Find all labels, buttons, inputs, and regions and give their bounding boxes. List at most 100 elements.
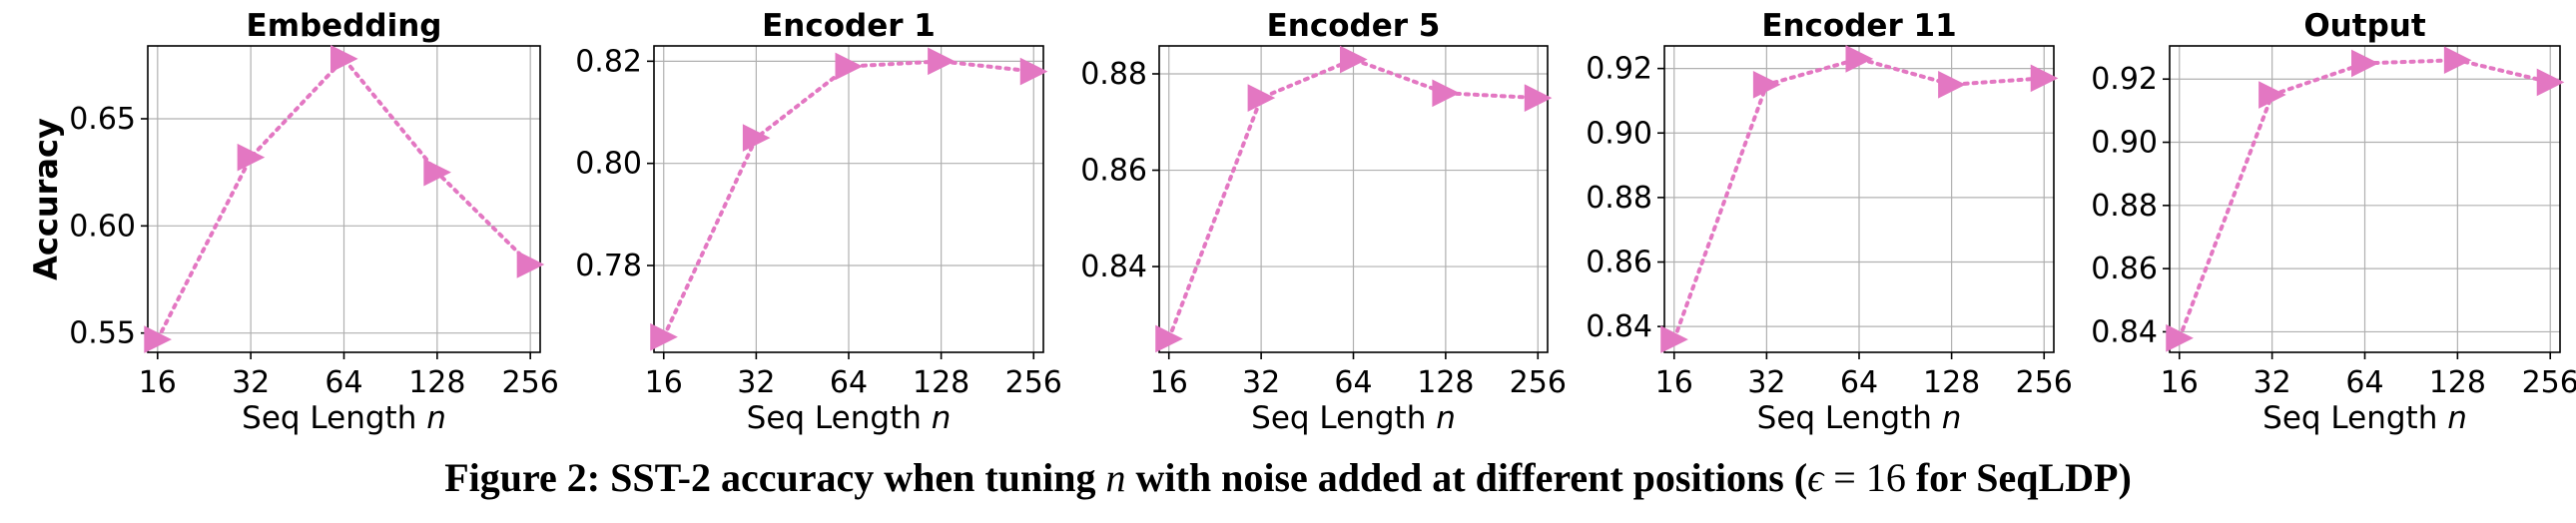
panel-title: Encoder 1	[762, 8, 936, 44]
caption-text-a: SST-2 accuracy when tuning	[610, 455, 1096, 500]
y-tick-label: 0.90	[1586, 116, 1652, 151]
x-axis-label-variable: n	[2447, 400, 2467, 436]
caption-equals: =	[1833, 455, 1856, 500]
x-tick-label: 64	[1840, 365, 1878, 400]
data-point-marker	[1660, 325, 1688, 353]
y-tick-label: 0.86	[1080, 154, 1147, 189]
data-point-marker	[2030, 64, 2059, 93]
data-point-marker	[1524, 84, 1553, 112]
chart-panel: 16 32 64 128 256 0.84 0.86 0.88 0.90 0.92 Encoder …	[1586, 8, 2073, 436]
y-tick-label: 0.88	[2091, 189, 2158, 224]
y-tick-label: 0.86	[2091, 252, 2158, 286]
x-tick-label: 16	[139, 365, 177, 400]
data-point-marker	[1938, 70, 1966, 99]
y-tick-label: 0.84	[1080, 250, 1147, 284]
y-tick-label: 0.86	[1586, 246, 1652, 280]
x-tick-label: 32	[1242, 365, 1280, 400]
data-point-marker	[2443, 46, 2472, 75]
data-point-marker	[2351, 49, 2379, 78]
x-tick-label: 128	[1923, 365, 1980, 400]
x-tick-label: 256	[1005, 365, 1062, 400]
x-tick-label: 64	[324, 365, 362, 400]
y-tick-label: 0.88	[1586, 181, 1652, 216]
x-tick-label: 128	[1417, 365, 1474, 400]
y-tick-label: 0.65	[69, 102, 136, 137]
x-axis-label-text: Seq Length	[1251, 400, 1436, 436]
chart-panel: 16 32 64 128 256 0.84 0.86 0.88 Encoder 5 Seq Len…	[1080, 8, 1567, 436]
x-tick-label: 64	[2345, 365, 2383, 400]
x-axis-label-text: Seq Length	[1757, 400, 1942, 436]
x-tick-label: 256	[2522, 365, 2576, 400]
figure-caption: Figure 2: SST-2 accuracy when tuning n w…	[0, 454, 2576, 501]
y-tick-label: 0.90	[2091, 126, 2158, 161]
x-axis-label-variable: n	[1436, 400, 1456, 436]
y-tick-label: 0.55	[69, 316, 136, 351]
x-tick-label: 16	[645, 365, 683, 400]
caption-epsilon: ϵ	[1807, 455, 1824, 500]
y-tick-label: 0.84	[2091, 314, 2158, 349]
x-axis-label: Seq Length n	[242, 400, 446, 436]
data-point-marker	[2258, 81, 2286, 109]
x-axis-label: Seq Length n	[2262, 400, 2467, 436]
x-tick-label: 256	[502, 365, 559, 400]
x-tick-label: 128	[2429, 365, 2486, 400]
data-point-marker	[1019, 57, 1048, 86]
data-point-marker	[928, 47, 956, 76]
x-axis-label-text: Seq Length	[242, 400, 426, 436]
data-point-marker	[1752, 70, 1781, 99]
chart-panel: 16 32 64 128 256 0.55 0.60 0.65 Embedding Seq Len…	[27, 8, 559, 436]
x-tick-label: 32	[1747, 365, 1785, 400]
data-point-marker	[423, 158, 451, 187]
figure-canvas: 16 32 64 128 256 0.55 0.60 0.65 Embedding Seq Len…	[27, 8, 2576, 436]
data-point-marker	[516, 251, 545, 278]
data-point-marker	[1845, 45, 1874, 73]
caption-var-n: n	[1105, 455, 1126, 500]
x-tick-label: 64	[1334, 365, 1372, 400]
x-axis-label-variable: n	[1942, 400, 1962, 436]
caption-label: Figure 2:	[444, 455, 601, 500]
x-tick-label: 16	[2161, 365, 2199, 400]
data-point-marker	[2166, 323, 2194, 352]
x-tick-label: 128	[408, 365, 465, 400]
data-point-marker	[237, 143, 266, 172]
chart-panel: 16 32 64 128 256 0.78 0.80 0.82 Encoder 1 Seq Len…	[575, 8, 1062, 436]
panel-title: Encoder 11	[1761, 8, 1956, 44]
y-tick-label: 0.84	[1586, 309, 1652, 344]
x-axis-label-text: Seq Length	[747, 400, 932, 436]
x-tick-label: 256	[1510, 365, 1567, 400]
x-axis-label-text: Seq Length	[2262, 400, 2447, 436]
data-point-marker	[1155, 324, 1183, 353]
data-point-marker	[144, 325, 172, 353]
caption-text-b: with noise added at different positions …	[1135, 455, 1808, 500]
x-axis-label: Seq Length n	[1251, 400, 1456, 436]
caption-text-c: for SeqLDP)	[1915, 455, 2132, 500]
data-point-marker	[1340, 45, 1368, 74]
x-tick-label: 64	[830, 365, 868, 400]
panel-title: Encoder 5	[1267, 8, 1441, 44]
data-point-marker	[1432, 79, 1461, 108]
y-tick-label: 0.82	[575, 44, 642, 79]
y-tick-label: 0.60	[69, 209, 136, 244]
x-tick-label: 16	[1655, 365, 1693, 400]
x-axis-label: Seq Length n	[747, 400, 952, 436]
data-point-marker	[742, 124, 771, 152]
panel-title: Output	[2303, 8, 2426, 44]
x-tick-label: 256	[2016, 365, 2073, 400]
data-point-marker	[650, 322, 678, 351]
data-point-marker	[2536, 68, 2565, 97]
y-tick-label: 0.92	[1586, 52, 1652, 87]
caption-eps-value: 16	[1865, 455, 1906, 500]
x-axis-label-variable: n	[426, 400, 446, 436]
data-point-marker	[1247, 84, 1276, 112]
x-tick-label: 16	[1150, 365, 1188, 400]
x-tick-label: 32	[232, 365, 270, 400]
x-axis-label: Seq Length n	[1757, 400, 1962, 436]
chart-panel: 16 32 64 128 256 0.84 0.86 0.88 0.90 0.92 Output Se…	[2091, 8, 2576, 436]
x-tick-label: 128	[913, 365, 969, 400]
y-tick-label: 0.80	[575, 147, 642, 182]
y-tick-label: 0.78	[575, 249, 642, 283]
data-point-marker	[330, 45, 358, 73]
x-axis-label-variable: n	[932, 400, 952, 436]
data-point-marker	[835, 52, 864, 81]
panel-title: Embedding	[247, 8, 442, 44]
